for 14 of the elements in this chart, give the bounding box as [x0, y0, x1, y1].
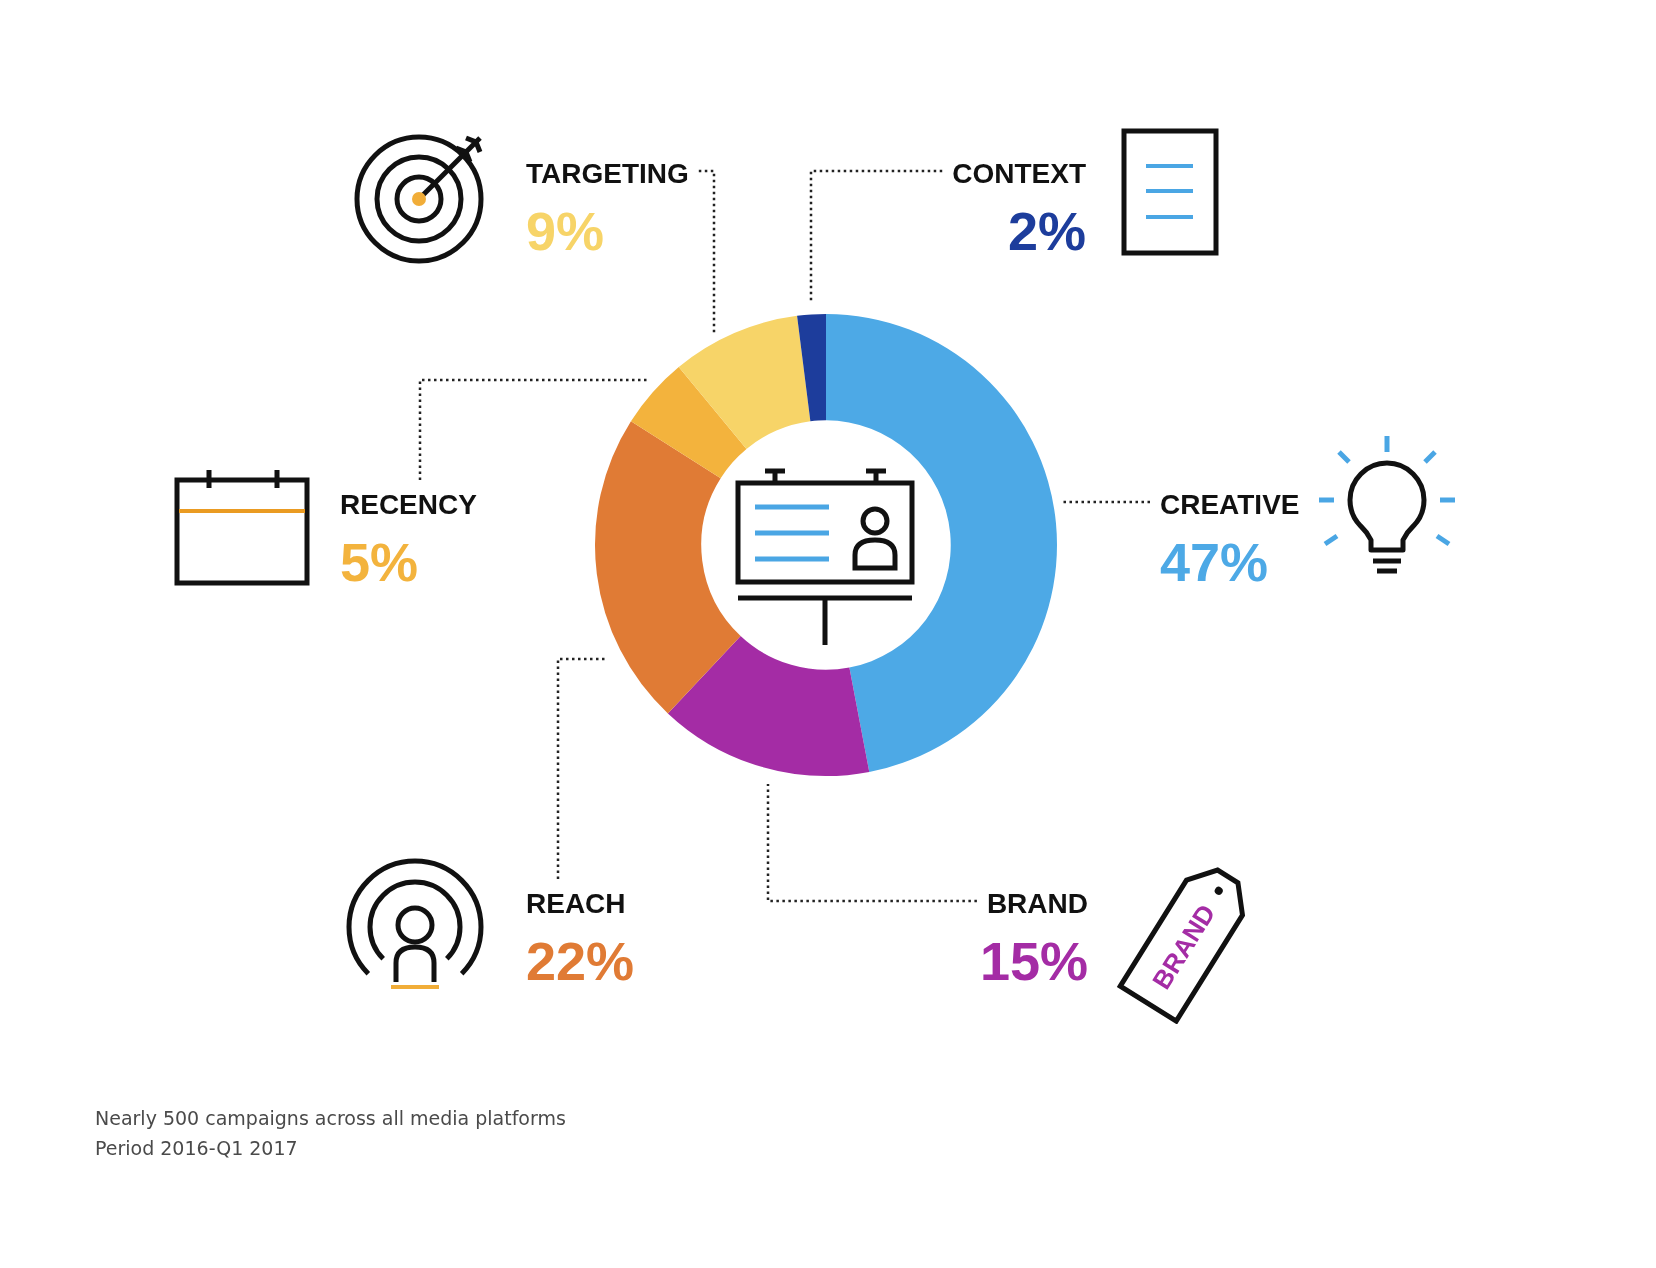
slice-label: REACH [526, 888, 626, 919]
slice-label: TARGETING [526, 158, 689, 189]
slice-label: BRAND [986, 888, 1088, 919]
slice-label: CREATIVE [1160, 489, 1300, 520]
data-label: 2% [1007, 201, 1086, 261]
slice-label: CONTEXT [952, 158, 1086, 189]
slice-label: RECENCY [340, 489, 478, 520]
data-label: 47% [1160, 532, 1269, 592]
data-label: 22% [526, 931, 635, 991]
data-label: 5% [340, 532, 419, 592]
data-label: 9% [526, 201, 605, 261]
text: Period 2016-Q1 2017 [95, 1137, 298, 1159]
data-label: 15% [979, 931, 1088, 991]
text: Nearly 500 campaigns across all media platforms [95, 1107, 566, 1129]
